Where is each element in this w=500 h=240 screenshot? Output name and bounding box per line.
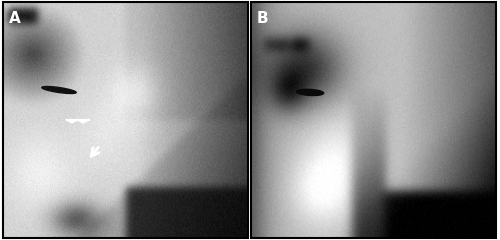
Bar xyxy=(251,2,496,238)
Bar xyxy=(2,2,248,238)
Ellipse shape xyxy=(296,89,324,96)
Text: B: B xyxy=(257,11,268,26)
Text: A: A xyxy=(8,11,20,26)
Ellipse shape xyxy=(42,86,76,94)
